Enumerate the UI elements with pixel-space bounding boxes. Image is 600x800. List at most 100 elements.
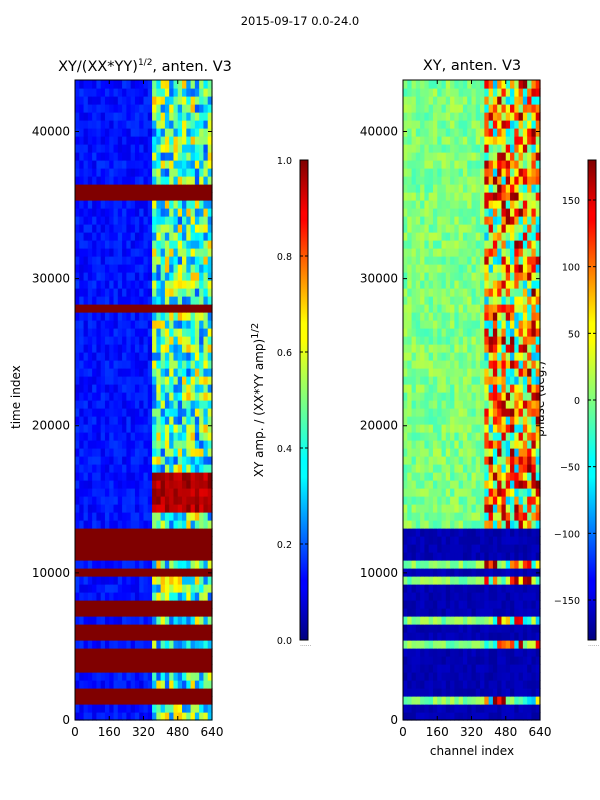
heatmap-cell (462, 160, 468, 169)
heatmap-cell (420, 352, 426, 361)
heatmap-cell (518, 256, 524, 265)
heatmap-cell (424, 536, 430, 545)
heatmap-cell (441, 576, 447, 585)
heatmap-cell (488, 368, 494, 377)
heatmap-cell (177, 312, 183, 321)
heatmap-cell (83, 160, 89, 169)
heatmap-cell (407, 608, 413, 617)
heatmap-cell (79, 160, 85, 169)
heatmap-cell (152, 488, 157, 497)
heatmap-cell (203, 288, 209, 297)
heatmap-cell (177, 568, 183, 577)
heatmap-cell (411, 200, 417, 209)
heatmap-cell (407, 120, 413, 129)
heatmap-cell (484, 680, 490, 689)
heatmap-cell (522, 312, 528, 321)
heatmap-cell (535, 144, 541, 153)
heatmap-cell (164, 640, 170, 649)
heatmap-cell (87, 512, 93, 521)
heatmap-cell (87, 320, 93, 329)
heatmap-cell (203, 280, 209, 289)
heatmap-cell (441, 248, 447, 257)
heatmap-cell (432, 256, 438, 265)
heatmap-cell (535, 408, 541, 417)
heatmap-cell (467, 592, 473, 601)
heatmap-cell (518, 224, 524, 233)
heatmap-cell (475, 504, 481, 513)
heatmap-cell (113, 224, 119, 233)
heatmap-cell (445, 368, 451, 377)
heatmap-cell (518, 560, 524, 569)
heatmap-cell (87, 712, 93, 721)
heatmap-cell (424, 304, 430, 313)
heatmap-cell (420, 608, 426, 617)
heatmap-cell (173, 392, 179, 401)
heatmap-cell (100, 312, 106, 321)
heatmap-cell (143, 392, 149, 401)
heatmap-cell (518, 344, 524, 353)
heatmap-cell (471, 128, 477, 137)
heatmap-cell (527, 320, 533, 329)
heatmap-cell (160, 384, 166, 393)
heatmap-cell (134, 688, 140, 697)
heatmap-cell (87, 104, 93, 113)
heatmap-cell (194, 264, 200, 273)
heatmap-cell (428, 656, 434, 665)
heatmap-cell (96, 488, 102, 497)
heatmap-cell (100, 376, 106, 385)
right-panel-title: XY, anten. V3 (422, 58, 522, 74)
heatmap-cell (126, 344, 132, 353)
heatmap-cell (96, 104, 102, 113)
heatmap-cell (445, 608, 451, 617)
heatmap-cell (194, 168, 200, 177)
heatmap-cell (480, 688, 485, 697)
heatmap-cell (152, 200, 157, 209)
heatmap-cell (437, 536, 443, 545)
heatmap-cell (190, 624, 196, 633)
heatmap-cell (505, 288, 511, 297)
heatmap-cell (488, 136, 494, 145)
heatmap-cell (156, 704, 162, 713)
heatmap-cell (75, 448, 80, 457)
heatmap-cell (437, 176, 443, 185)
heatmap-cell (199, 112, 205, 121)
heatmap-cell (79, 704, 85, 713)
heatmap-cell (467, 600, 473, 609)
heatmap-cell (122, 408, 127, 417)
heatmap-cell (143, 576, 149, 585)
heatmap-cell (514, 160, 520, 169)
heatmap-cell (458, 256, 464, 265)
heatmap-cell (535, 304, 541, 313)
heatmap-cell (467, 536, 473, 545)
heatmap-cell (169, 312, 175, 321)
heatmap-cell (109, 624, 115, 633)
heatmap-cell (194, 296, 200, 305)
heatmap-cell (492, 344, 498, 353)
heatmap-cell (169, 544, 175, 553)
heatmap-cell (514, 480, 520, 489)
heatmap-cell (79, 104, 85, 113)
heatmap-cell (424, 448, 430, 457)
heatmap-cell (424, 600, 430, 609)
heatmap-cell (403, 232, 408, 241)
heatmap-cell (535, 696, 541, 705)
heatmap-cell (522, 344, 528, 353)
heatmap-cell (445, 136, 451, 145)
heatmap-cell (471, 160, 477, 169)
heatmap-cell (100, 520, 106, 529)
heatmap-cell (207, 400, 213, 409)
heatmap-cell (441, 552, 447, 561)
heatmap-cell (428, 208, 434, 217)
heatmap-cell (480, 400, 485, 409)
heatmap-cell (501, 304, 507, 313)
heatmap-cell (83, 176, 89, 185)
heatmap-cell (152, 648, 157, 657)
heatmap-cell (177, 384, 183, 393)
heatmap-cell (203, 576, 209, 585)
heatmap-cell (190, 128, 196, 137)
heatmap-cell (113, 432, 119, 441)
heatmap-cell (497, 488, 503, 497)
heatmap-cell (92, 632, 98, 641)
heatmap-cell (87, 624, 93, 633)
heatmap-cell (432, 176, 438, 185)
